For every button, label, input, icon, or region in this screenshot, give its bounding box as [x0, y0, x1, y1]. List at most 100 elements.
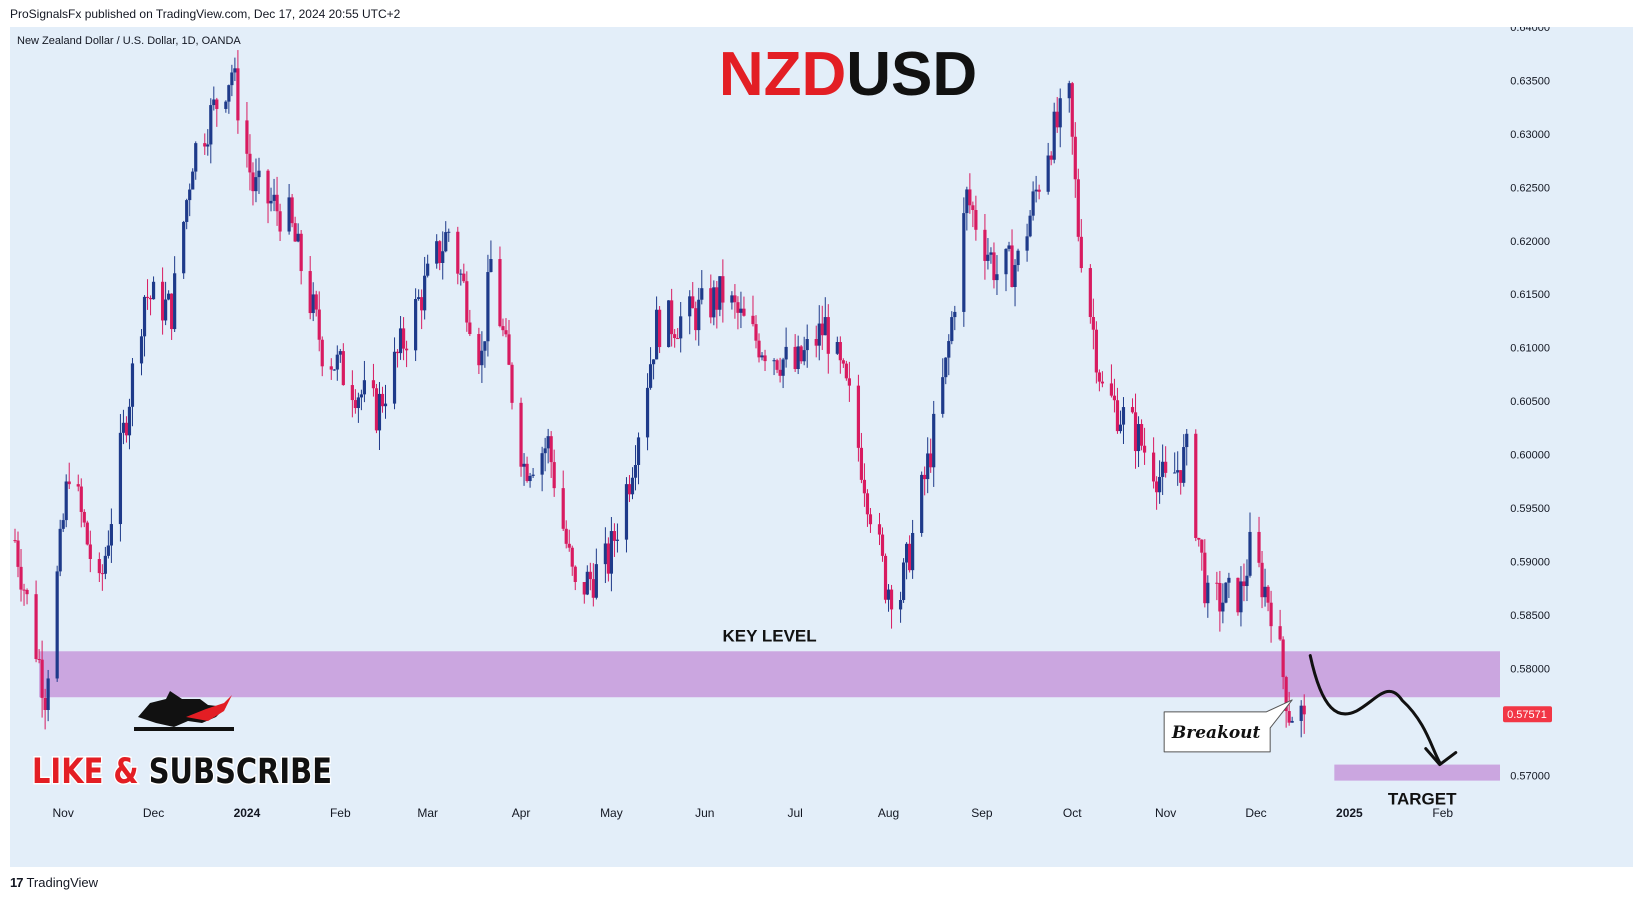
- candle-body: [965, 189, 969, 214]
- candle-body: [377, 393, 382, 431]
- candle-body: [923, 474, 927, 480]
- candle-body: [468, 322, 472, 335]
- chart-area[interactable]: KEY LEVEL TARGET Nov Dec 2024 Feb Mar Apr May Ju…: [10, 27, 1633, 867]
- candle-body: [362, 380, 367, 395]
- candle-body: [317, 309, 321, 340]
- candle-body: [374, 388, 379, 431]
- candle-body: [148, 297, 153, 300]
- candle-body: [754, 324, 758, 341]
- x-tick-label: Dec: [1245, 806, 1266, 820]
- candle-body: [983, 229, 987, 261]
- candle-body: [489, 259, 493, 273]
- candle-body: [359, 394, 363, 398]
- candle-body: [543, 448, 547, 454]
- candle-body: [308, 271, 312, 314]
- candle-body: [1109, 383, 1114, 396]
- candle-body: [447, 231, 451, 233]
- candle-body: [401, 328, 406, 349]
- candle-body: [739, 308, 743, 313]
- last-price-tag: [1503, 706, 1552, 723]
- candle-body: [1182, 447, 1186, 483]
- candle-body: [212, 99, 216, 106]
- candle-body: [941, 377, 945, 414]
- candle-body: [25, 589, 29, 595]
- candle-body: [206, 144, 210, 147]
- candle-body: [1031, 191, 1035, 216]
- candle-body: [826, 317, 830, 354]
- candle-body: [1112, 395, 1117, 401]
- candle-body: [968, 189, 972, 206]
- candle-body: [1070, 83, 1074, 137]
- candle-body: [67, 481, 71, 485]
- x-tick-label: Nov: [1155, 806, 1176, 820]
- candle-body: [257, 170, 261, 178]
- candle-body: [901, 562, 906, 600]
- candle-body: [480, 350, 484, 366]
- candle-body: [823, 317, 827, 336]
- x-tick-label: Mar: [417, 806, 438, 820]
- candle-body: [667, 300, 671, 348]
- candle-body: [1100, 381, 1104, 384]
- chart-title-part1: NZD: [719, 40, 846, 109]
- candle-body: [1094, 329, 1098, 373]
- candle-body: [350, 385, 354, 401]
- candle-body: [266, 170, 270, 204]
- candle-body: [398, 328, 403, 354]
- candle-body: [1266, 586, 1270, 603]
- candle-body: [320, 339, 324, 367]
- candle-body: [465, 281, 469, 323]
- candle-body: [962, 213, 966, 312]
- like-subscribe-badge[interactable]: LIKE & SUBSCRIBE: [31, 691, 334, 794]
- candle-body: [778, 369, 782, 376]
- candle-body: [182, 221, 186, 274]
- y-tick-label: 0.64000: [1510, 27, 1550, 34]
- chart-title-part2: USD: [846, 40, 977, 109]
- candlestick-chart: KEY LEVEL TARGET Nov Dec 2024 Feb Mar Apr May Ju…: [13, 27, 1552, 820]
- candle-body: [567, 543, 571, 548]
- candle-body: [775, 360, 779, 370]
- candle-body: [582, 582, 586, 595]
- candle-body: [1091, 317, 1095, 330]
- candle-body: [329, 366, 333, 370]
- candle-body: [594, 564, 598, 598]
- candle-body: [651, 359, 656, 365]
- badge-underline: [134, 727, 234, 731]
- candle-body: [1034, 189, 1038, 192]
- candle-body: [507, 334, 511, 365]
- candle-body: [835, 342, 839, 354]
- candle-body: [1025, 236, 1029, 251]
- candle-body: [55, 571, 59, 679]
- candle-body: [880, 534, 885, 556]
- candle-body: [1161, 461, 1165, 477]
- candle-body: [1155, 481, 1159, 493]
- candle-body: [1203, 552, 1207, 604]
- candle-body: [383, 403, 388, 407]
- candle-body: [528, 475, 532, 482]
- x-tick-label: May: [600, 806, 623, 820]
- y-tick-label: 0.63500: [1510, 75, 1550, 87]
- candle-body: [356, 397, 360, 409]
- candle-body: [721, 276, 725, 303]
- candle-body: [1152, 452, 1156, 482]
- x-tick-label: Dec: [143, 806, 164, 820]
- candle-body: [883, 555, 888, 600]
- candle-body: [1248, 531, 1252, 576]
- candle-body: [1028, 215, 1032, 237]
- candle-body: [633, 464, 638, 478]
- candle-body: [58, 528, 62, 572]
- footer-brand: TradingView: [26, 875, 99, 890]
- candle-body: [1200, 539, 1204, 553]
- candle-body: [763, 355, 767, 362]
- breakout-callout-box: [1163, 699, 1293, 753]
- candle-body: [1013, 265, 1017, 287]
- candle-body: [299, 233, 303, 272]
- candle-body: [22, 589, 26, 591]
- candle-body: [615, 539, 620, 541]
- candle-body: [715, 287, 719, 310]
- candle-body: [1302, 705, 1306, 715]
- candle-body: [992, 252, 996, 281]
- candle-body: [847, 378, 851, 386]
- candle-body: [341, 351, 345, 386]
- x-tick-label: 2024: [234, 806, 261, 820]
- candle-body: [395, 351, 400, 354]
